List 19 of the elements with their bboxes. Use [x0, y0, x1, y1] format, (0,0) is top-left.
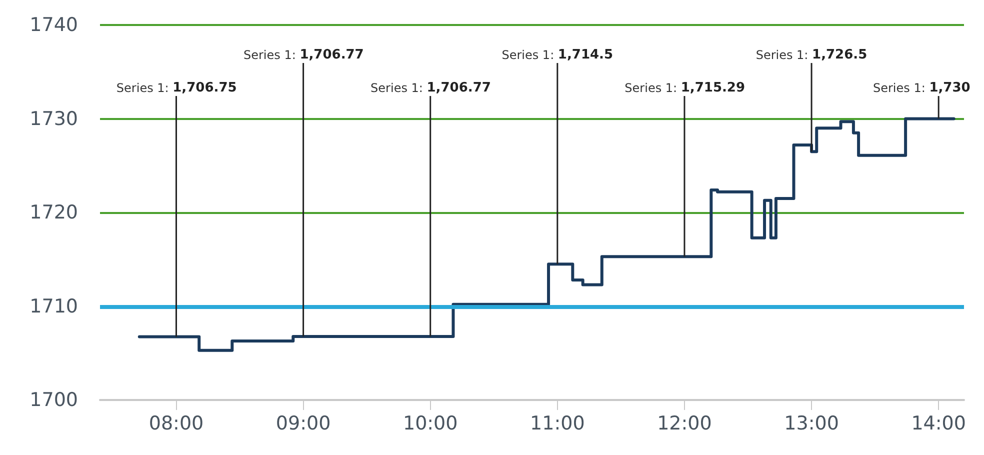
- x-tick-label: 08:00: [148, 412, 204, 434]
- x-tick-label: 13:00: [784, 412, 839, 434]
- annotation: Series 1: 1,730: [873, 80, 970, 96]
- annotation: Series 1: 1,706.77: [370, 80, 491, 96]
- x-tick-label: 09:00: [276, 412, 331, 434]
- annotation: Series 1: 1,706.77: [243, 48, 364, 62]
- annotation: Series 1: 1,706.75: [116, 80, 237, 96]
- x-tick-label: 12:00: [657, 412, 712, 434]
- y-tick-label: 1720: [30, 202, 78, 224]
- x-tick-label: 10:00: [402, 412, 458, 434]
- x-tick-label: 11:00: [530, 412, 585, 434]
- y-tick-label: 1710: [30, 295, 78, 318]
- annotation: Series 1: 1,714.5: [502, 48, 614, 62]
- annotation: Series 1: 1,726.5: [756, 48, 868, 62]
- y-tick-label: 1740: [30, 14, 78, 36]
- annotation: Series 1: 1,715.29: [624, 80, 746, 96]
- y-tick-label: 1730: [30, 108, 78, 130]
- y-tick-label: 1700: [30, 389, 78, 411]
- x-tick-label: 14:00: [911, 412, 966, 434]
